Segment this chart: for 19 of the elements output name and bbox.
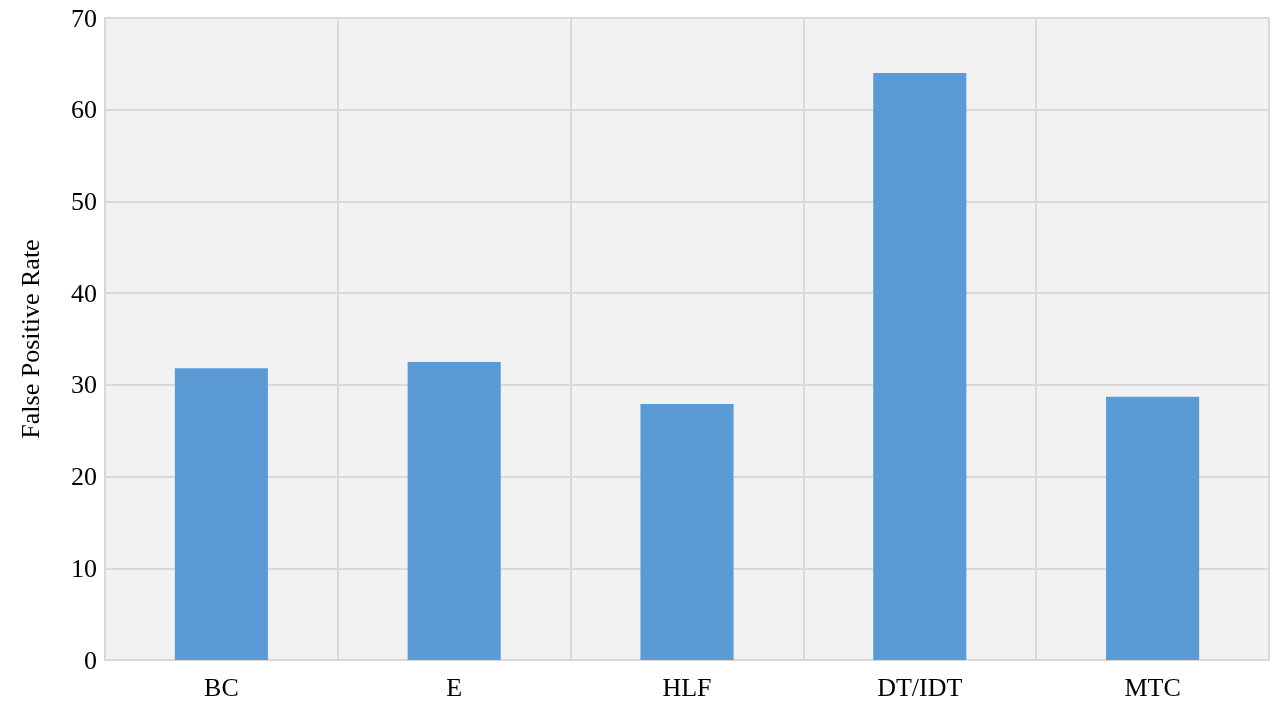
bar bbox=[407, 361, 501, 660]
y-tick-label: 70 bbox=[71, 3, 97, 33]
y-tick-label: 10 bbox=[71, 553, 97, 583]
bar bbox=[174, 368, 268, 660]
y-tick-label: 30 bbox=[71, 370, 97, 400]
x-tick-label: BC bbox=[204, 672, 239, 702]
y-tick-label: 20 bbox=[71, 462, 97, 492]
y-tick-label: 50 bbox=[71, 186, 97, 216]
y-axis-title: False Positive Rate bbox=[15, 239, 45, 439]
bar bbox=[640, 404, 734, 660]
y-tick-label: 0 bbox=[84, 645, 97, 675]
x-tick-label: HLF bbox=[662, 672, 712, 702]
y-tick-label: 40 bbox=[71, 278, 97, 308]
bar bbox=[873, 73, 967, 660]
x-tick-label: E bbox=[446, 672, 463, 702]
x-tick-label: MTC bbox=[1124, 672, 1181, 702]
bar bbox=[1106, 396, 1200, 660]
x-tick-label: DT/IDT bbox=[877, 672, 963, 702]
y-tick-label: 60 bbox=[71, 95, 97, 125]
